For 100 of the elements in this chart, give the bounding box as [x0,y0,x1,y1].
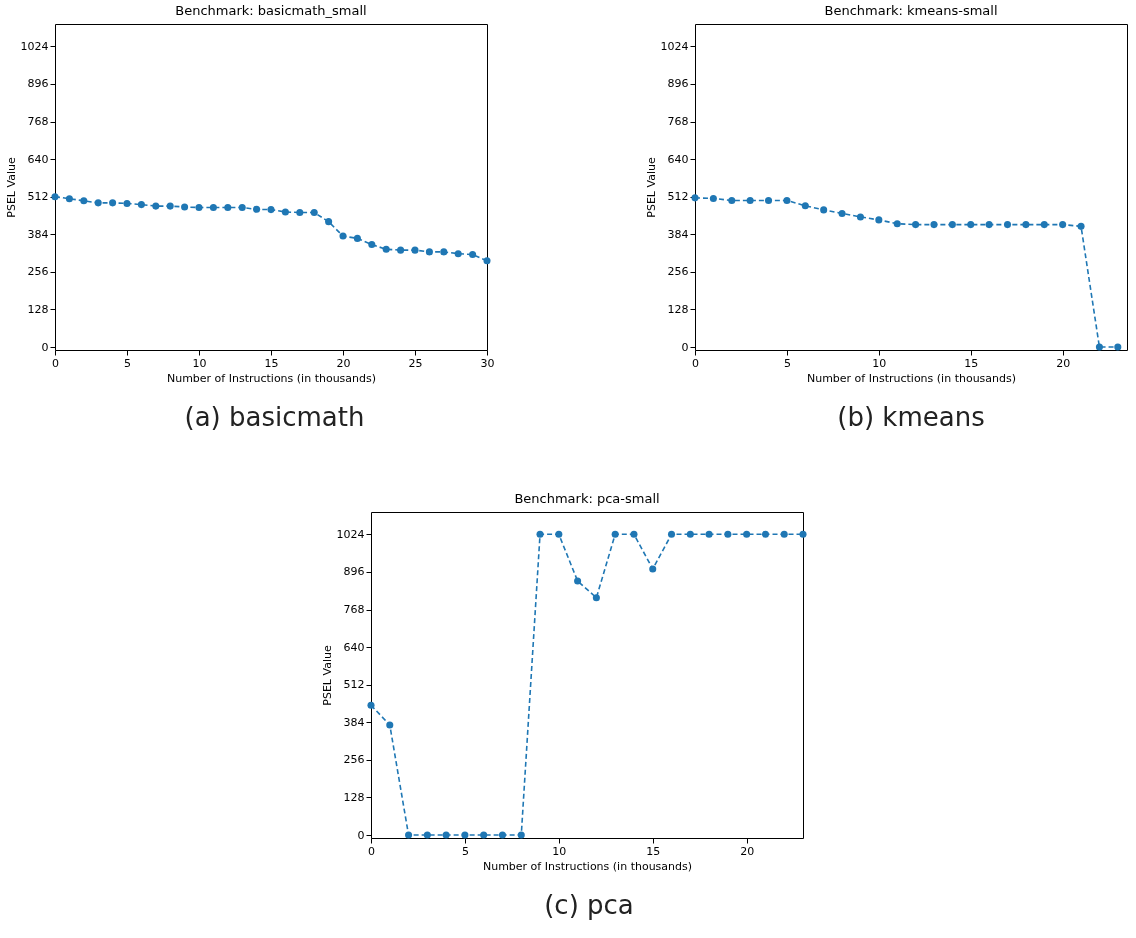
point [783,196,791,205]
point [382,245,390,253]
point [442,831,450,839]
y-tick-label: 896 [667,77,689,91]
point [517,831,525,839]
chart-title: Benchmark: kmeans-small [824,3,998,18]
point [799,530,807,538]
point [238,204,246,212]
point [253,205,261,213]
point [454,250,462,258]
x-tick-label: 5 [783,356,791,370]
point [1022,221,1030,229]
point [281,208,289,216]
x-tick-label: 15 [264,356,279,370]
y-tick-label: 128 [667,302,689,316]
point [649,565,657,573]
point [51,193,59,201]
x-tick-label: 20 [740,844,755,858]
point [65,195,73,203]
point [152,202,160,210]
point [123,199,131,207]
point [339,232,347,240]
point [611,530,619,538]
point [367,701,375,709]
point [592,594,600,602]
point [296,209,304,217]
point [386,721,394,729]
point [267,206,275,214]
x-tick-label: 10 [872,356,887,370]
y-tick-label: 512 [343,678,365,692]
text: (c) pca [543,890,635,920]
y-tick-label: 896 [27,77,49,91]
point [480,831,488,839]
x-tick-label: 30 [480,356,495,370]
text: (b) kmeans [836,402,986,432]
point [724,530,732,538]
x-tick-label: 5 [124,356,131,370]
point [746,196,754,205]
point [469,251,477,259]
y-tick-label: 256 [667,265,689,279]
point [765,196,773,205]
x-tick-label: 0 [692,356,699,370]
y-tick-label: 0 [681,340,689,354]
point [325,218,333,226]
point [310,209,318,217]
point [630,530,638,538]
point [761,530,769,538]
y-tick-label: 384 [27,227,49,241]
text: (a) basicmath [183,402,366,432]
point [838,209,846,217]
x-tick-label: 25 [408,356,423,370]
point [1040,221,1048,229]
chart-title: Benchmark: basicmath_small [175,3,367,18]
y-tick-label: 256 [343,753,365,767]
point [425,248,433,256]
y-tick-label: 768 [667,115,689,129]
y-tick-label: 256 [27,265,49,279]
point [461,831,469,839]
point [709,194,717,202]
point [137,201,145,209]
x-axis-title: Number of Instructions (in thousands) [166,371,377,385]
point [1095,343,1103,351]
point [780,530,788,538]
point [397,246,405,254]
x-tick-label: 15 [646,844,661,858]
point [1077,222,1085,230]
y-tick-label: 1024 [660,39,689,53]
point [875,216,883,224]
point [483,257,491,265]
point [820,206,828,214]
point [948,221,956,229]
point [912,221,920,229]
point [181,203,189,211]
y-tick-label: 768 [343,603,365,617]
x-tick-label: 0 [368,844,375,858]
y-tick-label: 128 [27,302,49,316]
y-tick-label: 1024 [336,527,365,541]
point [728,196,736,205]
x-axis-title: Number of Instructions (in thousands) [806,371,1017,385]
point [405,831,413,839]
point [195,204,203,212]
x-tick-label: 10 [552,844,567,858]
y-tick-label: 128 [343,790,365,804]
point [985,221,993,229]
x-tick-label: 20 [1056,356,1071,370]
point [209,204,217,212]
y-tick-label: 896 [343,565,365,579]
chart-title: Benchmark: pca-small [514,491,660,506]
x-tick-label: 5 [461,844,469,858]
y-axis-title: PSEL Value [320,645,334,706]
point [94,199,102,207]
point [1059,221,1067,229]
point [686,530,694,538]
point [574,577,582,585]
y-tick-label: 0 [41,340,49,354]
point [667,530,676,538]
y-tick-label: 384 [667,227,689,241]
y-tick-label: 640 [343,640,365,654]
y-tick-label: 512 [27,190,49,204]
point [1003,221,1012,229]
